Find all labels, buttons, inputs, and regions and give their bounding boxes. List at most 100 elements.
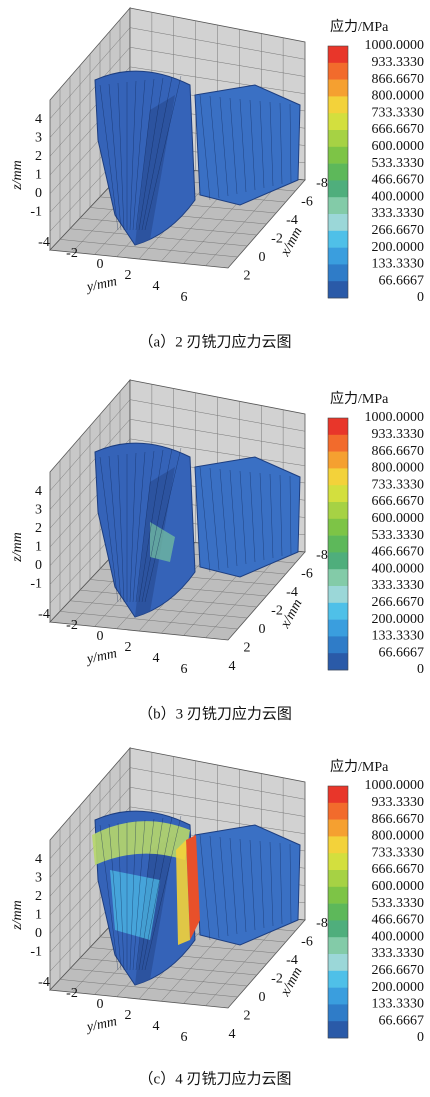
caption: （b）3 刃铣刀应力云图 — [138, 704, 292, 722]
colorbar-label: 533.3330 — [372, 528, 425, 543]
colorbar-label: 600.0000 — [372, 879, 425, 894]
colorbar-block — [328, 452, 348, 469]
colorbar-block — [328, 937, 348, 954]
colorbar-block — [328, 836, 348, 853]
z-tick-label: -1 — [30, 205, 42, 220]
colorbar-label: 133.3330 — [372, 997, 425, 1012]
colorbar-label: 66.6667 — [379, 645, 425, 660]
colorbar-block — [328, 485, 348, 502]
z-tick-label: 3 — [35, 871, 42, 886]
colorbar-label: 466.6670 — [372, 173, 425, 188]
y-tick-label: -2 — [66, 246, 78, 261]
colorbar-label: 533.3330 — [372, 896, 425, 911]
colorbar-label: 466.6670 — [372, 545, 425, 560]
colorbar-label: 866.6670 — [372, 812, 425, 827]
colorbar-block — [328, 954, 348, 971]
y-tick-label: 6 — [181, 662, 188, 677]
colorbar-label: 400.0000 — [372, 561, 425, 576]
colorbar-label: 200.0000 — [372, 980, 425, 995]
colorbar-label: 466.6670 — [372, 913, 425, 928]
colorbar-label: 600.0000 — [372, 511, 425, 526]
colorbar-block — [328, 870, 348, 887]
colorbar-label: 0 — [417, 1030, 424, 1045]
colorbar-block — [328, 147, 348, 164]
colorbar-block — [328, 164, 348, 181]
colorbar-label: 400.0000 — [372, 189, 425, 204]
colorbar-label: 733.3330 — [372, 845, 425, 860]
colorbar-label: 266.6670 — [372, 223, 425, 238]
colorbar-block — [328, 536, 348, 553]
colorbar-title: 应力/MPa — [330, 758, 389, 775]
colorbar-label: 933.3330 — [372, 427, 425, 442]
colorbar-block — [328, 46, 348, 63]
colorbar-block — [328, 468, 348, 485]
colorbar-title: 应力/MPa — [330, 18, 389, 35]
colorbar-label: 200.0000 — [372, 612, 425, 627]
y-tick-label: 0 — [97, 629, 104, 644]
colorbar-label: 66.6667 — [379, 273, 425, 288]
colorbar-label: 600.0000 — [372, 139, 425, 154]
y-tick-label: 6 — [181, 1030, 188, 1045]
panel: 43210-1z/mm-4-20246y/mm-8-6-4-2024x/mm应力… — [10, 748, 424, 1087]
colorbar-block — [328, 1021, 348, 1038]
z-tick-label: 2 — [35, 149, 42, 164]
y-tick-label: 6 — [181, 290, 188, 305]
z-tick-label: 0 — [35, 558, 42, 573]
x-tick-label: -6 — [301, 935, 313, 950]
y-axis-label: y/mm — [84, 1014, 119, 1035]
colorbar-label: 200.0000 — [372, 240, 425, 255]
x-tick-label: -6 — [301, 195, 313, 210]
y-tick-label: -4 — [38, 607, 50, 622]
panel: 43210-1z/mm-4-20246y/mm-8-6-4-2024x/mm应力… — [10, 380, 424, 722]
y-tick-label: 2 — [125, 268, 132, 283]
y-tick-label: 0 — [97, 997, 104, 1012]
colorbar-block — [328, 820, 348, 837]
colorbar-block — [328, 113, 348, 130]
colorbar-block — [328, 130, 348, 147]
colorbar-label: 66.6667 — [379, 1013, 425, 1028]
colorbar-block — [328, 214, 348, 231]
colorbar-label: 1000.0000 — [365, 778, 425, 793]
y-tick-label: -4 — [38, 975, 50, 990]
colorbar-label: 866.6670 — [372, 72, 425, 87]
x-tick-label: 2 — [244, 1009, 251, 1024]
colorbar-block — [328, 636, 348, 653]
z-tick-label: 3 — [35, 131, 42, 146]
z-axis-label: z/mm — [10, 160, 25, 191]
colorbar-label: 933.3330 — [372, 795, 425, 810]
colorbar-title: 应力/MPa — [330, 390, 389, 407]
colorbar-label: 800.0000 — [372, 829, 425, 844]
colorbar-label: 333.3330 — [372, 946, 425, 961]
x-tick-label: 4 — [229, 659, 236, 674]
colorbar-label: 866.6670 — [372, 444, 425, 459]
colorbar-block — [328, 971, 348, 988]
z-tick-label: -1 — [30, 577, 42, 592]
colorbar-block — [328, 435, 348, 452]
colorbar-block — [328, 519, 348, 536]
z-tick-label: 1 — [35, 540, 42, 555]
colorbar-block — [328, 653, 348, 670]
colorbar-block — [328, 569, 348, 586]
colorbar-block — [328, 1004, 348, 1021]
x-tick-label: -8 — [316, 176, 328, 191]
z-tick-label: 0 — [35, 926, 42, 941]
colorbar-block — [328, 281, 348, 298]
z-tick-label: 1 — [35, 168, 42, 183]
colorbar-block — [328, 988, 348, 1005]
colorbar-label: 266.6670 — [372, 963, 425, 978]
colorbar-block — [328, 586, 348, 603]
panel: 43210-1z/mm-4-20246y/mm-8-6-4-202x/mm应力/… — [10, 8, 424, 350]
colorbar-label: 933.3330 — [372, 55, 425, 70]
x-tick-label: 4 — [229, 1027, 236, 1042]
colorbar-block — [328, 197, 348, 214]
y-tick-label: 0 — [97, 257, 104, 272]
z-tick-label: 2 — [35, 521, 42, 536]
colorbar-label: 533.3330 — [372, 156, 425, 171]
colorbar-label: 800.0000 — [372, 461, 425, 476]
z-axis-label: z/mm — [10, 900, 25, 931]
colorbar-label: 333.3330 — [372, 206, 425, 221]
y-tick-label: -2 — [66, 986, 78, 1001]
figure: 43210-1z/mm-4-20246y/mm-8-6-4-202x/mm应力/… — [0, 0, 430, 1097]
z-tick-label: 4 — [35, 852, 42, 867]
x-tick-label: -6 — [301, 567, 313, 582]
